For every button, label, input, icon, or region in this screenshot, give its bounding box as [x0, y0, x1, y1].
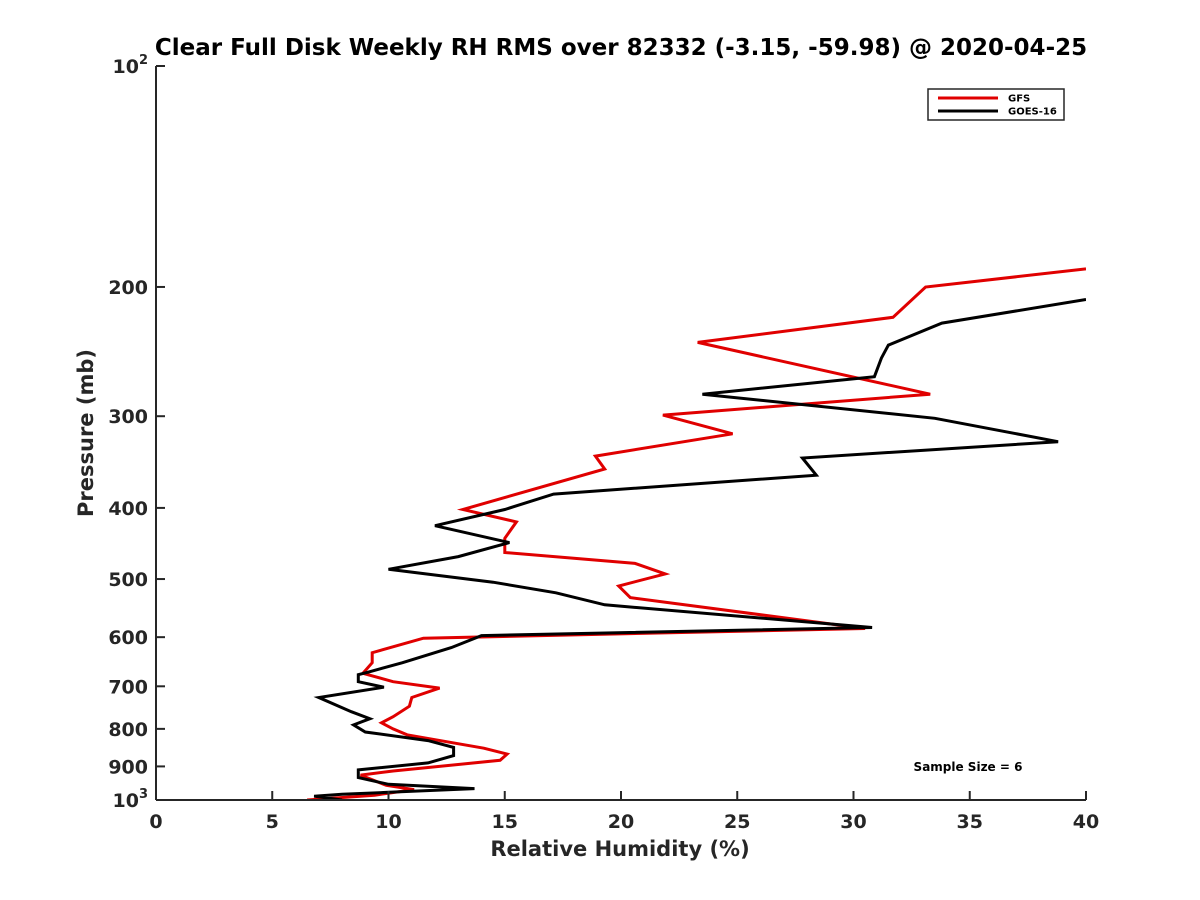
x-tick-label: 30	[840, 811, 866, 833]
x-tick-label: 10	[375, 811, 401, 833]
x-tick-label: 35	[957, 811, 983, 833]
x-tick-label: 5	[266, 811, 279, 833]
x-axis-label: Relative Humidity (%)	[490, 837, 749, 861]
x-tick-label: 20	[608, 811, 634, 833]
y-tick-label: 300	[108, 406, 148, 428]
legend-label-gfs: GFS	[1008, 94, 1030, 105]
y-tick-label: 400	[108, 498, 148, 520]
x-tick-label: 15	[492, 811, 518, 833]
axes: 0 5 10 15 20 25 30 35 40 102 200 300 400 500 600 700 800…	[108, 53, 1099, 833]
x-tick-label: 25	[724, 811, 750, 833]
x-tick-label: 40	[1073, 811, 1099, 833]
series-line-gfs	[306, 267, 1086, 800]
x-tick-label: 0	[149, 811, 162, 833]
y-tick-label: 200	[108, 277, 148, 299]
y-tick-label: 800	[108, 719, 148, 741]
y-tick-label: 900	[108, 756, 148, 778]
y-tick-label: 600	[108, 627, 148, 649]
legend: GFS GOES-16	[927, 88, 1065, 121]
legend-label-goes-16: GOES-16	[1008, 107, 1057, 118]
series-lines	[306, 267, 1086, 800]
y-axis-label: Pressure (mb)	[74, 349, 98, 517]
y-tick-label: 500	[108, 569, 148, 591]
y-tick-label: 102	[113, 53, 149, 78]
y-tick-label: 700	[108, 676, 148, 698]
series-line-goes-16	[313, 298, 1086, 800]
y-tick-label: 103	[113, 787, 149, 812]
legend-box	[927, 88, 1065, 121]
chart-title: Clear Full Disk Weekly RH RMS over 82332…	[155, 35, 1087, 61]
sample-size-annotation: Sample Size = 6	[914, 760, 1023, 774]
